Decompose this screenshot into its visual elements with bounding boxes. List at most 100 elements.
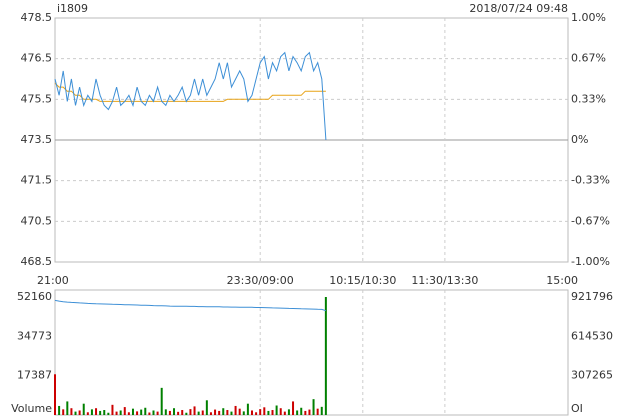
price-line — [54, 51, 327, 141]
x-tick-label: 15:00 — [546, 274, 578, 287]
volume-bar — [168, 410, 171, 415]
volume-bar — [300, 407, 303, 415]
y-tick-label: 473.5 — [21, 133, 53, 146]
y2-tick-label: -0.33% — [571, 173, 610, 186]
volume-bar — [271, 410, 274, 415]
volume-bar — [156, 411, 159, 415]
volume-bar — [283, 411, 286, 415]
volume-bar — [226, 410, 229, 415]
volume-bar — [222, 408, 225, 415]
symbol: i1809 — [57, 2, 88, 15]
x-tick-label: 10:15/10:30 — [329, 274, 396, 287]
volume-bar — [209, 412, 212, 415]
volume-bar — [185, 412, 188, 415]
volume-bar — [275, 405, 278, 415]
volume-bar — [255, 412, 258, 415]
volume-bar — [242, 411, 245, 415]
y-tick-label: 470.5 — [21, 214, 53, 227]
average-line — [54, 82, 326, 102]
y-axis-label: Volume — [11, 402, 52, 415]
volume-bar — [62, 409, 65, 415]
volume-bar — [263, 407, 266, 415]
volume-bar — [189, 409, 192, 415]
volume-bar — [131, 408, 134, 415]
volume-bar — [201, 410, 204, 415]
y-tick-label: 478.5 — [21, 11, 53, 24]
volume-bar — [99, 410, 102, 415]
volume-bar — [115, 411, 118, 415]
volume-bar — [267, 410, 270, 415]
y2-tick-label: 614530 — [571, 329, 613, 342]
volume-bar — [58, 405, 61, 415]
volume-bar — [54, 374, 56, 415]
y-tick-label: 17387 — [17, 369, 52, 382]
volume-bar — [144, 407, 147, 415]
volume-bar — [177, 411, 180, 415]
volume-bar — [82, 403, 85, 415]
y2-tick-label: 0.33% — [571, 93, 606, 106]
y-tick-label: 475.5 — [21, 92, 53, 105]
y2-tick-label: 921796 — [571, 290, 613, 303]
volume-bar — [70, 408, 73, 415]
volume-bar — [74, 411, 77, 415]
volume-bar — [230, 411, 233, 415]
volume-bar — [103, 410, 106, 415]
volume-bar — [296, 410, 299, 415]
volume-bar — [193, 406, 196, 415]
volume-bar — [160, 387, 163, 415]
volume-bar — [136, 411, 139, 415]
volume-bar — [164, 409, 167, 415]
volume-bar — [127, 412, 130, 415]
volume-bar — [308, 409, 311, 415]
volume-bar — [287, 409, 290, 415]
volume-bar — [152, 410, 155, 415]
y2-tick-label: 0.67% — [571, 51, 606, 64]
volume-bar — [292, 401, 295, 415]
volume-bar — [279, 408, 282, 415]
y2-tick-label: -0.67% — [571, 215, 610, 228]
volume-bar — [78, 410, 81, 415]
volume-bar — [95, 408, 98, 415]
volume-bar — [66, 401, 69, 415]
y2-axis-label: OI — [571, 402, 583, 415]
volume-bar — [173, 408, 176, 415]
volume-bar — [234, 405, 237, 415]
volume-bar — [246, 403, 249, 415]
open-interest-line — [54, 299, 327, 312]
y2-tick-label: 1.00% — [571, 11, 606, 24]
y-tick-label: 52160 — [17, 290, 52, 303]
volume-bar — [238, 408, 241, 415]
y2-tick-label: -1.00% — [571, 255, 610, 268]
volume-bar — [119, 410, 122, 415]
volume-bar — [205, 400, 208, 415]
x-tick-label: 23:30/09:00 — [227, 274, 294, 287]
y-tick-label: 476.5 — [21, 52, 53, 65]
y-tick-label: 471.5 — [21, 174, 53, 187]
y2-tick-label: 0% — [571, 133, 588, 146]
x-tick-label: 11:30/13:30 — [411, 274, 478, 287]
volume-bar — [107, 412, 110, 415]
volume-bar — [304, 410, 307, 415]
volume-bar — [181, 410, 184, 415]
volume-panel — [54, 289, 569, 416]
x-tick-label: 21:00 — [37, 274, 69, 287]
volume-bar — [86, 412, 89, 415]
volume-bar — [320, 406, 323, 415]
y2-tick-label: 307265 — [571, 369, 613, 382]
y-tick-label: 468.5 — [21, 255, 53, 268]
volume-bar — [250, 410, 253, 415]
y-tick-label: 34773 — [17, 329, 52, 342]
volume-bar — [214, 409, 217, 415]
volume-bar — [148, 412, 151, 415]
volume-bar — [111, 404, 114, 415]
datetime: 2018/07/24 09:48 — [469, 2, 568, 15]
volume-bar — [259, 409, 262, 415]
volume-bar — [90, 409, 93, 415]
volume-bar — [140, 409, 143, 415]
volume-bar — [123, 407, 126, 415]
volume-bar — [218, 410, 221, 415]
volume-bar — [312, 399, 315, 415]
volume-bar — [197, 411, 200, 415]
volume-bar — [324, 297, 327, 415]
